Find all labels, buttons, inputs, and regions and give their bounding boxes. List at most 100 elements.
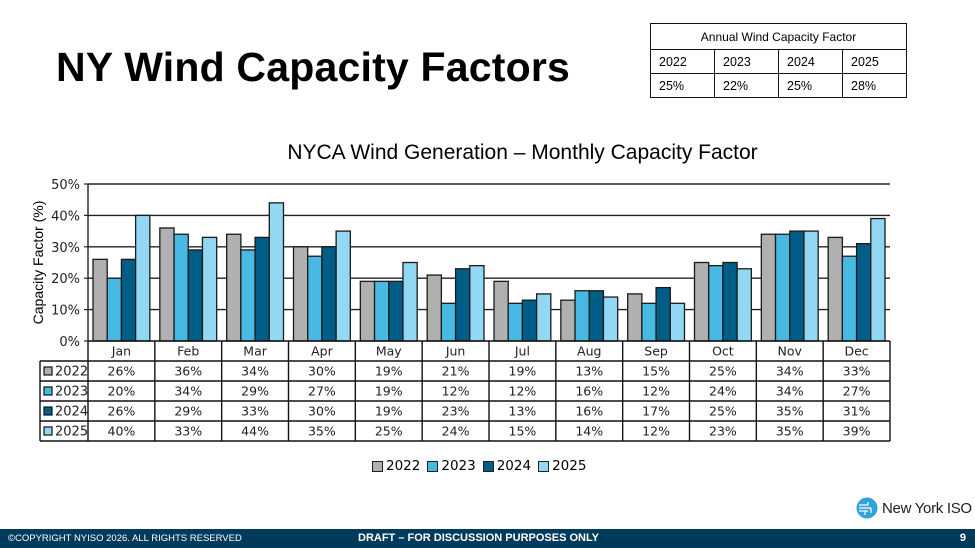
data-table-value: 31% xyxy=(843,404,871,419)
bar-2023-jun xyxy=(440,302,457,342)
x-tick-label: Apr xyxy=(311,344,333,359)
data-table-value: 19% xyxy=(375,404,403,419)
bar-2024-oct xyxy=(722,261,738,342)
data-table-value: 35% xyxy=(776,404,804,419)
data-table-value: 23% xyxy=(442,404,470,419)
data-table-value: 34% xyxy=(776,364,804,379)
nyiso-logo: New York ISO xyxy=(856,497,972,519)
annual-year-cell: 2025 xyxy=(842,49,907,74)
bar-2022-dec xyxy=(827,236,844,342)
bar-2023-sep xyxy=(641,302,657,342)
bar-2024-dec xyxy=(855,243,872,342)
data-table-value: 19% xyxy=(375,364,403,379)
bar-2022-nov xyxy=(760,233,777,342)
bar-2022-may xyxy=(359,280,376,342)
bar-2025-sep xyxy=(669,302,686,342)
data-table-value: 30% xyxy=(308,364,336,379)
x-tick-label: Sep xyxy=(644,344,668,359)
bar-2022-aug xyxy=(560,299,576,342)
bar-2022-apr xyxy=(292,246,309,342)
legend-label: 2024 xyxy=(496,458,532,474)
bar-2025-nov xyxy=(803,230,819,342)
bar-2025-may xyxy=(402,261,418,342)
data-table-legend-key xyxy=(43,406,53,416)
bar-2024-apr xyxy=(321,246,337,342)
y-tick-label: 40% xyxy=(51,209,80,224)
data-table-series-label: 2025 xyxy=(55,425,88,440)
data-table-value: 34% xyxy=(241,364,269,379)
data-table-value: 15% xyxy=(642,364,670,379)
data-table-value: 40% xyxy=(108,424,136,439)
data-table-value: 19% xyxy=(375,384,403,399)
bar-2025-aug xyxy=(602,296,619,342)
legend-swatch xyxy=(427,460,439,472)
nyiso-globe-icon xyxy=(856,497,878,519)
data-table-series-label: 2023 xyxy=(55,385,88,400)
bar-2024-nov xyxy=(789,230,805,342)
data-table-value: 13% xyxy=(575,364,603,379)
y-tick-label: 10% xyxy=(51,304,80,319)
bar-2023-jan xyxy=(106,277,123,342)
data-table-series-label: 2022 xyxy=(55,365,88,380)
bar-2023-nov xyxy=(774,233,791,342)
legend-swatch xyxy=(372,460,383,472)
bar-2024-jan xyxy=(120,258,137,342)
legend-item: 2024 xyxy=(482,458,532,474)
data-table-value: 13% xyxy=(509,404,537,419)
bar-2024-mar xyxy=(254,236,270,342)
bar-2023-jul xyxy=(507,302,524,342)
data-table-value: 23% xyxy=(709,424,737,439)
data-table-legend-key xyxy=(43,386,53,396)
bar-2022-oct xyxy=(693,261,710,342)
x-tick-label: Oct xyxy=(712,344,734,359)
data-table-value: 29% xyxy=(174,404,202,419)
x-tick-label: Dec xyxy=(844,344,868,359)
data-table-value: 12% xyxy=(642,384,670,399)
chart-legend: 2022 2023 2024 2025 xyxy=(372,458,586,474)
chart-title: NYCA Wind Generation – Monthly Capacity … xyxy=(287,141,758,164)
data-table-value: 33% xyxy=(241,404,269,419)
bar-2025-jul xyxy=(535,293,552,342)
y-tick-label: 50% xyxy=(51,178,80,193)
data-table-legend-key xyxy=(43,366,53,376)
x-tick-label: Aug xyxy=(577,344,601,359)
bar-2024-jun xyxy=(454,268,471,342)
x-tick-label: Nov xyxy=(778,344,803,359)
annual-table-title: Annual Wind Capacity Factor xyxy=(650,23,907,50)
data-table-value: 25% xyxy=(709,364,737,379)
copyright-text: ©COPYRIGHT NYISO 2026. ALL RIGHTS RESERV… xyxy=(8,533,242,544)
data-table-value: 36% xyxy=(174,364,202,379)
bar-2023-apr xyxy=(307,255,323,342)
data-table-value: 25% xyxy=(375,424,403,439)
x-tick-label: Feb xyxy=(177,344,199,359)
bar-2022-sep xyxy=(627,293,643,342)
data-table-value: 16% xyxy=(575,404,603,419)
bar-2025-jun xyxy=(469,264,485,342)
bar-2025-mar xyxy=(268,202,285,342)
data-table-value: 14% xyxy=(575,424,603,439)
data-table-legend-key xyxy=(43,426,53,436)
data-table-value: 27% xyxy=(308,384,336,399)
x-tick-label: May xyxy=(376,344,402,359)
data-table-value: 34% xyxy=(174,384,202,399)
data-table-value: 12% xyxy=(642,424,670,439)
bar-2023-may xyxy=(373,280,390,342)
bar-2025-jan xyxy=(134,214,151,342)
data-table-series-label: 2024 xyxy=(55,405,88,420)
bar-2023-oct xyxy=(708,264,724,342)
draft-notice: DRAFT – FOR DISCUSSION PURPOSES ONLY xyxy=(358,532,600,544)
bar-2022-jul xyxy=(493,280,509,342)
data-table-value: 26% xyxy=(108,364,136,379)
data-table-value: 24% xyxy=(442,424,470,439)
data-table-value: 19% xyxy=(509,364,537,379)
data-table-value: 27% xyxy=(843,384,871,399)
logo-text: New York ISO xyxy=(882,499,972,517)
data-table-value: 26% xyxy=(108,404,136,419)
x-tick-label: Jul xyxy=(514,344,530,359)
annual-year-cell: 2022 xyxy=(650,49,715,74)
bar-2023-aug xyxy=(574,290,590,342)
x-tick-label: Jan xyxy=(111,344,131,359)
y-tick-label: 30% xyxy=(51,241,80,256)
legend-label: 2022 xyxy=(386,458,421,474)
bar-2022-feb xyxy=(159,227,175,342)
